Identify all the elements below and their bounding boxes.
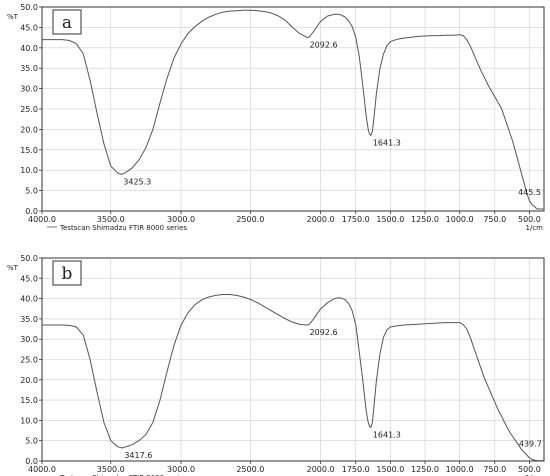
y-tick-label: 0.0 <box>25 207 38 216</box>
x-tick-label: 1250.0 <box>411 465 439 474</box>
panel-label-box <box>52 260 82 286</box>
y-tick-label: 5.0 <box>25 437 38 446</box>
chart-panel-a: 0.0 5.0 10.0 15.0 20.0 25.0 30.0 35.0 40.0 45.0 50… <box>7 3 545 232</box>
y-tick-label: 30.0 <box>20 335 38 344</box>
y-tick-label: 50.0 <box>20 254 38 263</box>
x-tick-label: 2000.0 <box>307 215 335 224</box>
peak-annotation: 445.5 <box>518 188 541 197</box>
y-axis-label: %T <box>7 13 19 21</box>
x-tick-label: 4000.0 <box>28 215 56 224</box>
x-tick-label: 1000.0 <box>446 215 474 224</box>
y-tick-label: 35.0 <box>20 315 38 324</box>
peak-annotation: 439.7 <box>519 440 542 449</box>
x-tick-label: 4000.0 <box>28 465 56 474</box>
panel-label: b <box>62 264 73 284</box>
y-tick-label: 25.0 <box>20 105 38 114</box>
y-tick-label: 20.0 <box>20 376 38 385</box>
panel-label: a <box>62 13 72 33</box>
x-tick-label: 1250.0 <box>411 215 439 224</box>
peak-annotation: 3425.3 <box>123 177 151 186</box>
peak-annotation: 2092.6 <box>310 328 338 337</box>
y-tick-label: 45.0 <box>20 23 38 32</box>
y-axis-label: %T <box>7 264 19 272</box>
x-tick-label: 2500.0 <box>236 465 264 474</box>
legend-label: Testscan Shimadzu FTIR 8000 series <box>59 224 187 232</box>
x-tick-label: 2000.0 <box>307 465 335 474</box>
y-tick-label: 10.0 <box>20 166 38 175</box>
y-tick-label: 40.0 <box>20 295 38 304</box>
y-tick-label: 40.0 <box>20 44 38 53</box>
peak-annotation: 1641.3 <box>373 139 401 148</box>
x-axis-unit: 1/cm <box>526 224 544 232</box>
peak-annotation: 3417.6 <box>124 451 152 460</box>
spectrum-line <box>42 294 544 462</box>
x-tick-label: 2500.0 <box>236 215 264 224</box>
x-tick-label: 500.0 <box>518 215 541 224</box>
x-tick-label: 750.0 <box>483 215 506 224</box>
x-tick-label: 1500.0 <box>376 215 404 224</box>
y-tick-label: 20.0 <box>20 125 38 134</box>
y-tick-label: 15.0 <box>20 146 38 155</box>
x-tick-label: 1500.0 <box>376 465 404 474</box>
y-tick-label: 45.0 <box>20 274 38 283</box>
panel-label-box <box>52 9 82 35</box>
x-tick-label: 3000.0 <box>167 465 195 474</box>
x-tick-label: 3500.0 <box>97 215 125 224</box>
x-tick-label: 1750.0 <box>342 465 370 474</box>
x-axis-unit: 1/cm <box>526 474 544 476</box>
x-tick-label: 1750.0 <box>342 215 370 224</box>
y-tick-label: 35.0 <box>20 64 38 73</box>
peak-annotation: 1641.3 <box>373 430 401 439</box>
y-tick-label: 10.0 <box>20 416 38 425</box>
legend-label: Testscan Shimadzu FTIR 8000 series <box>59 474 187 476</box>
y-tick-label: 5.0 <box>25 187 38 196</box>
y-tick-label: 15.0 <box>20 396 38 405</box>
peak-annotation: 2092.6 <box>310 41 338 50</box>
y-tick-label: 30.0 <box>20 85 38 94</box>
x-tick-label: 750.0 <box>483 465 506 474</box>
x-tick-label: 1000.0 <box>446 465 474 474</box>
x-tick-label: 500.0 <box>518 465 541 474</box>
x-tick-label: 3500.0 <box>97 465 125 474</box>
chart-panel-b: 0.0 5.0 10.0 15.0 20.0 25.0 30.0 35.0 40.0 45.0 50… <box>7 254 545 476</box>
x-tick-label: 3000.0 <box>167 215 195 224</box>
y-tick-label: 0.0 <box>25 457 38 466</box>
y-tick-label: 50.0 <box>20 3 38 12</box>
y-tick-label: 25.0 <box>20 356 38 365</box>
spectrum-line <box>42 9 544 210</box>
